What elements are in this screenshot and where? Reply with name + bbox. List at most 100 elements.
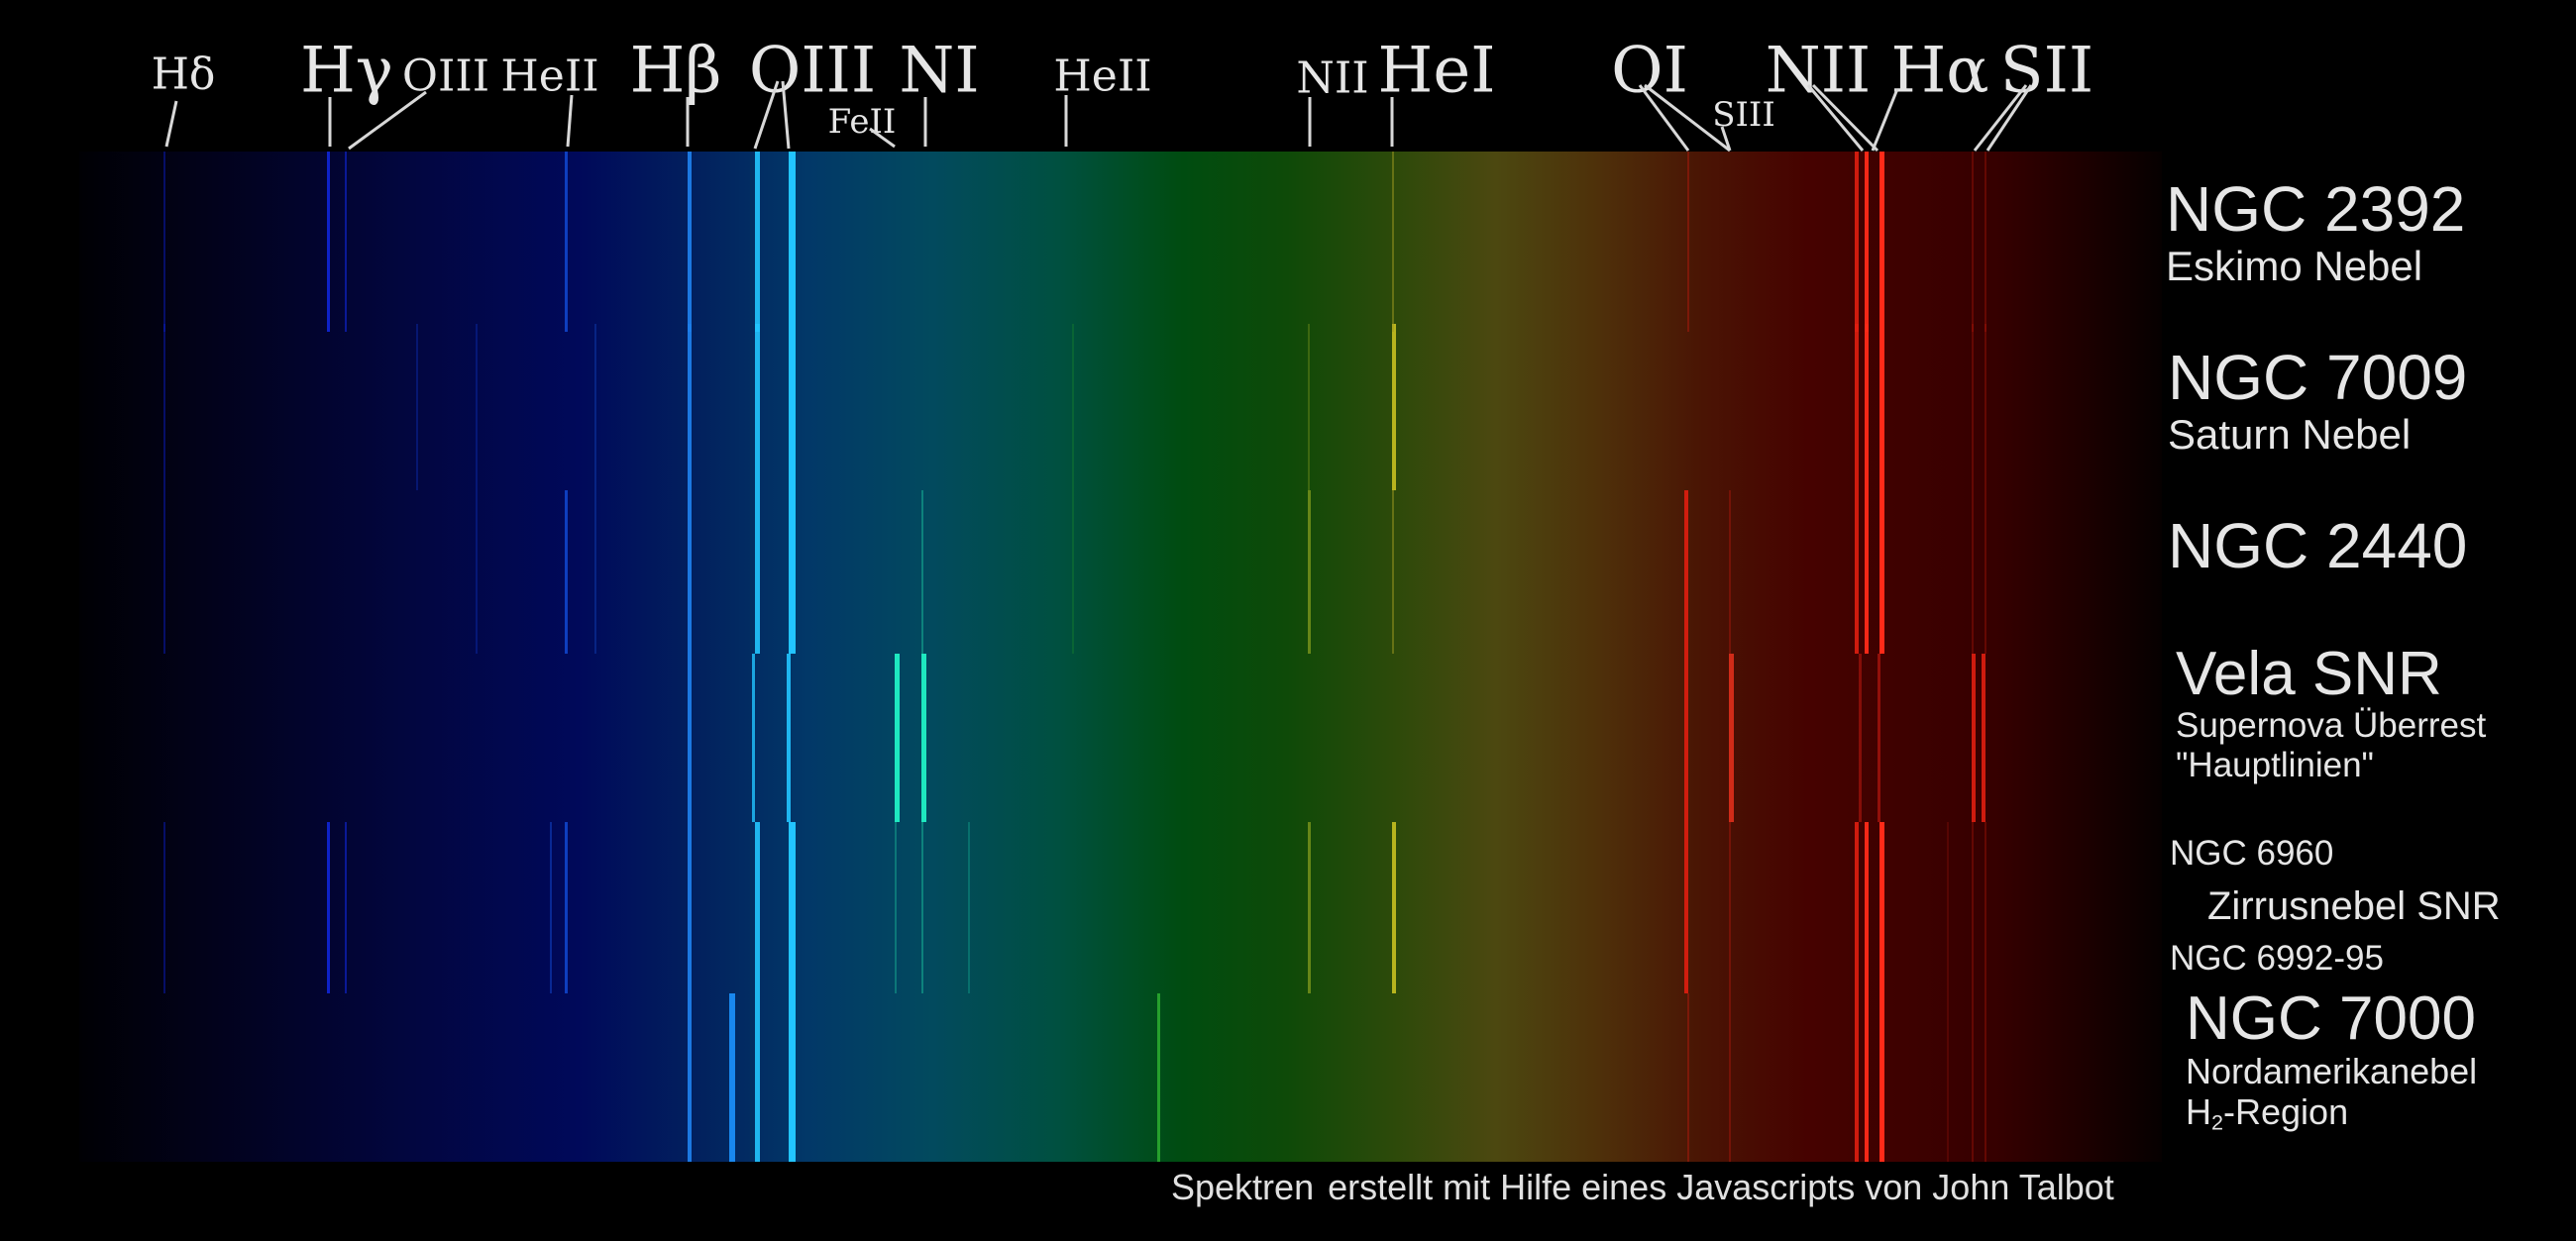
emission-line (565, 152, 568, 332)
emission-line (1729, 654, 1734, 822)
emission-line (1879, 490, 1884, 654)
line-pointer (1811, 83, 1879, 153)
object-subtitle: NGC 6992-95 (2170, 939, 2384, 979)
line-pointer (1986, 84, 2033, 152)
emission-line (688, 993, 692, 1162)
line-pointer (753, 80, 780, 150)
emission-line (1687, 993, 1689, 1162)
emission-line (789, 822, 796, 993)
line-label-hei: HeI (1378, 35, 1496, 108)
emission-line (1947, 822, 1949, 993)
emission-line (688, 324, 692, 490)
emission-line (755, 490, 760, 654)
line-label-hgamma: Hγ (300, 35, 393, 108)
line-pointer (1973, 84, 2028, 152)
object-subtitle: Supernova Überrest (2176, 706, 2487, 746)
emission-line (163, 152, 165, 332)
object-label-ngc7000: NGC 7000 Nordamerikanebel H2-Region (2186, 986, 2576, 1136)
emission-line (1865, 822, 1869, 993)
object-subtitle: Nordamerikanebel (2186, 1051, 2478, 1092)
emission-line (1865, 324, 1869, 490)
emission-line (1879, 324, 1884, 490)
line-pointer (164, 100, 178, 148)
emission-line (163, 490, 165, 654)
emission-line (688, 490, 692, 654)
emission-line (1684, 654, 1688, 822)
object-title: NGC 7000 (2186, 984, 2476, 1053)
line-pointer (781, 80, 791, 150)
emission-line (1879, 993, 1884, 1162)
emission-line (921, 822, 923, 993)
emission-line (345, 822, 347, 993)
emission-line (1684, 490, 1688, 654)
object-title: NGC 7009 (2168, 342, 2468, 413)
emission-line (416, 324, 418, 490)
emission-line (688, 654, 692, 822)
emission-line (895, 654, 900, 822)
line-label-ni: NI (899, 35, 979, 108)
object-label-ngc2392: NGC 2392 Eskimo Nebel (2166, 175, 2576, 290)
emission-line (327, 822, 330, 993)
emission-line (1985, 993, 1986, 1162)
object-label-ngc2440: NGC 2440 (2168, 510, 2576, 581)
emission-line (327, 152, 330, 332)
emission-line (755, 822, 760, 993)
emission-line (787, 654, 791, 822)
emission-line (789, 490, 796, 654)
emission-line (1855, 490, 1859, 654)
emission-line (1985, 490, 1986, 654)
line-pointer (1806, 84, 1865, 152)
emission-line (1729, 490, 1731, 654)
line-pointer (566, 94, 574, 148)
object-subtitle: Zirrusnebel SNR (2207, 884, 2501, 929)
emission-line (1865, 490, 1869, 654)
emission-line (1072, 324, 1074, 490)
emission-line (921, 654, 926, 822)
emission-line (476, 324, 478, 490)
emission-line (1972, 152, 1974, 332)
line-label-heii_a: HeII (500, 52, 598, 102)
emission-line (550, 822, 552, 993)
line-label-sii: SII (2000, 35, 2093, 108)
emission-line (1308, 822, 1311, 993)
line-label-feii: FeII (828, 102, 897, 142)
emission-line (921, 490, 923, 654)
line-pointer (869, 127, 896, 149)
emission-line (1947, 993, 1949, 1162)
emission-line (1972, 654, 1976, 822)
object-label-cirrus: NGC 6960 Zirrusnebel SNR NGC 6992-95 (2170, 834, 2576, 980)
line-pointer (1871, 88, 1899, 152)
object-title: Vela SNR (2176, 640, 2442, 708)
line-label-halpha: Hα (1890, 35, 1988, 108)
emission-line (968, 822, 970, 993)
emission-line (789, 152, 796, 332)
emission-line (476, 490, 478, 654)
line-label-hbeta: Hβ (630, 35, 722, 108)
emission-line (752, 654, 755, 822)
emission-line (163, 822, 165, 993)
emission-line (1865, 993, 1869, 1162)
emission-line (1855, 822, 1859, 993)
emission-line (755, 324, 760, 490)
line-label-oiii_b: OIII (749, 35, 876, 108)
line-label-oiii_a: OIII (402, 52, 489, 102)
emission-line (1392, 152, 1394, 332)
emission-line (1687, 152, 1689, 332)
object-subtitle: Saturn Nebel (2168, 411, 2412, 459)
line-pointer (1644, 83, 1731, 153)
emission-line (345, 152, 347, 332)
emission-line (1855, 324, 1859, 490)
emission-line (1865, 152, 1869, 332)
emission-line (163, 324, 165, 490)
emission-line (755, 152, 760, 332)
object-subtitle: NGC 6960 (2170, 834, 2334, 873)
credit-text: Spektren erstellt mit Hilfe eines Javascr… (1171, 1167, 2114, 1207)
emission-line (565, 822, 568, 993)
emission-line (789, 993, 796, 1162)
emission-line (594, 324, 596, 490)
emission-line (1972, 490, 1974, 654)
emission-line (1855, 152, 1859, 332)
line-label-hdelta: Hδ (152, 50, 216, 100)
object-title: NGC 2440 (2168, 510, 2468, 581)
